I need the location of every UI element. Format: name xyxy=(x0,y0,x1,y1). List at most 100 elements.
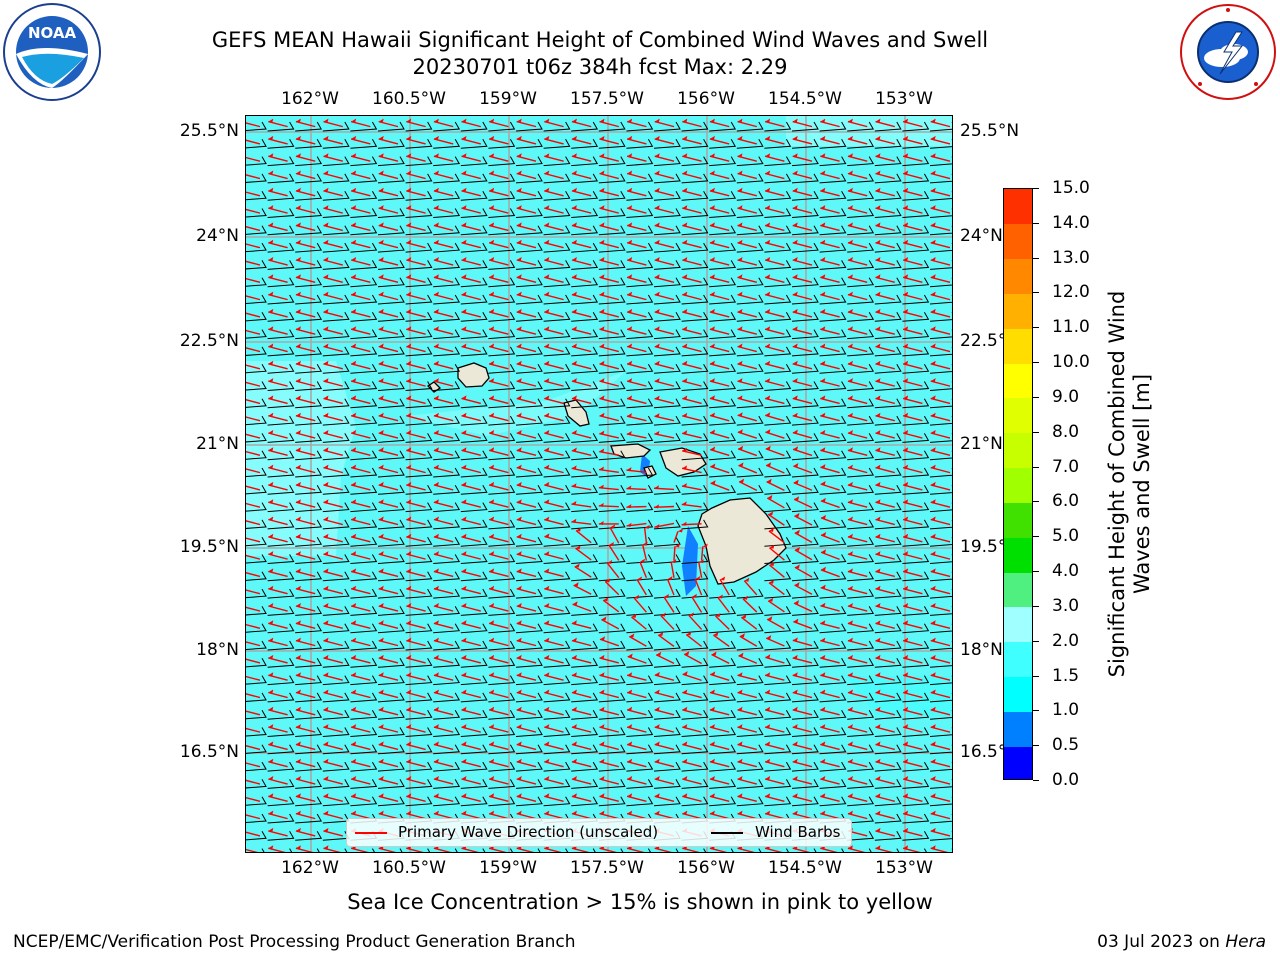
wave-direction-arrowhead xyxy=(766,635,772,640)
wind-barb xyxy=(626,727,654,737)
wind-barb xyxy=(791,381,819,391)
wind-barb xyxy=(791,329,819,340)
wave-direction-arrowhead xyxy=(378,620,384,625)
wind-barb xyxy=(598,415,626,426)
wind-barb xyxy=(515,779,543,789)
wave-direction-arrow xyxy=(764,242,785,249)
wind-barb xyxy=(791,415,819,426)
wind-barb xyxy=(350,692,378,703)
wind-barb xyxy=(929,312,952,322)
wave-direction-arrow xyxy=(268,207,288,214)
wind-barb xyxy=(571,294,599,305)
wind-barb xyxy=(295,536,323,547)
wind-barb xyxy=(543,796,571,807)
wave-direction-arrowhead xyxy=(489,153,495,158)
wind-barb xyxy=(791,467,819,478)
wave-direction-arrow xyxy=(406,726,426,733)
wave-direction-arrow xyxy=(930,691,951,699)
wave-direction-arrowhead xyxy=(847,672,853,677)
wave-direction-arrow xyxy=(820,605,840,612)
wave-direction-arrow xyxy=(654,674,675,681)
wave-direction-arrowhead xyxy=(875,845,881,850)
wave-direction-arrow xyxy=(488,639,509,647)
wind-barb xyxy=(847,554,875,564)
wave-direction-arrowhead xyxy=(667,576,673,581)
wave-direction-arrowhead xyxy=(875,308,881,313)
wave-direction-arrow xyxy=(654,190,675,197)
wave-direction-arrow xyxy=(295,138,316,145)
wave-direction-arrowhead xyxy=(709,153,715,158)
wave-direction-arrowhead xyxy=(903,637,909,642)
wind-barb xyxy=(709,277,737,288)
wave-direction-arrowhead xyxy=(930,447,936,452)
wind-barb xyxy=(295,190,323,201)
wave-direction-arrowhead xyxy=(433,741,439,746)
wave-direction-arrowhead xyxy=(516,758,522,763)
wind-barb xyxy=(543,450,571,461)
wind-barb xyxy=(322,744,350,755)
wind-barb xyxy=(626,381,654,391)
wave-direction-arrow xyxy=(820,586,840,595)
wave-direction-arrow xyxy=(571,432,592,439)
wave-direction-arrow xyxy=(350,415,371,422)
wind-barb xyxy=(874,190,902,201)
wind-barb xyxy=(902,588,930,599)
wind-barb xyxy=(764,121,792,132)
colorbar-tick-label: 14.0 xyxy=(1052,212,1090,233)
wind-barb xyxy=(598,588,626,599)
wave-direction-arrowhead xyxy=(603,597,609,602)
wind-barb xyxy=(929,641,952,651)
wave-direction-arrowhead xyxy=(875,447,881,452)
wind-barb xyxy=(543,779,571,789)
wave-direction-arrow xyxy=(571,812,592,820)
wind-barb xyxy=(515,692,543,703)
wave-direction-arrowhead xyxy=(268,256,274,261)
wind-barb xyxy=(377,208,405,218)
wave-direction-arrow xyxy=(268,276,288,284)
wind-barb xyxy=(626,640,654,651)
wave-direction-arrowhead xyxy=(720,576,726,581)
wind-barb xyxy=(598,640,626,651)
wind-barb xyxy=(515,502,543,513)
wave-direction-arrow xyxy=(378,207,399,214)
wave-direction-arrow xyxy=(626,172,647,180)
wind-barb xyxy=(874,277,902,288)
colorbar-tick-label: 5.0 xyxy=(1052,526,1080,547)
wave-direction-arrowhead xyxy=(461,343,467,348)
wave-direction-arrowhead xyxy=(544,118,550,123)
wave-direction-arrowhead xyxy=(406,533,412,538)
wind-barb xyxy=(709,208,737,218)
wind-barb xyxy=(322,398,350,409)
wave-direction-arrowhead xyxy=(875,689,881,694)
wave-direction-arrowhead xyxy=(461,810,467,815)
wave-direction-arrowhead xyxy=(351,222,357,227)
wind-barb xyxy=(543,658,571,668)
wave-direction-arrow xyxy=(406,155,426,162)
wind-barb xyxy=(923,848,927,852)
wave-direction-arrow xyxy=(875,691,895,699)
wave-direction-arrowhead xyxy=(792,274,798,279)
wave-direction-arrowhead xyxy=(875,499,881,504)
wave-direction-arrow xyxy=(875,553,895,560)
wind-barb xyxy=(874,727,902,737)
wind-barb xyxy=(736,727,764,737)
wave-direction-arrow xyxy=(737,674,757,681)
wind-barb xyxy=(847,727,875,737)
wind-barb xyxy=(350,779,378,789)
wave-direction-arrow xyxy=(295,847,314,852)
wave-direction-arrow xyxy=(930,812,951,820)
wave-direction-arrow xyxy=(516,657,537,664)
wave-direction-arrowhead xyxy=(765,170,771,175)
wind-barb xyxy=(653,312,681,322)
wave-direction-arrowhead xyxy=(930,308,936,313)
wind-barb xyxy=(902,813,930,824)
wind-barb xyxy=(350,363,378,374)
wave-direction-arrowhead xyxy=(847,499,853,504)
wave-direction-arrow xyxy=(350,691,371,699)
wave-direction-arrow xyxy=(461,709,481,716)
wave-direction-arrowhead xyxy=(634,594,640,599)
wave-direction-arrow xyxy=(516,691,537,699)
wind-barb xyxy=(537,848,541,852)
wind-barb xyxy=(295,813,323,824)
wave-direction-arrowhead xyxy=(903,205,909,210)
